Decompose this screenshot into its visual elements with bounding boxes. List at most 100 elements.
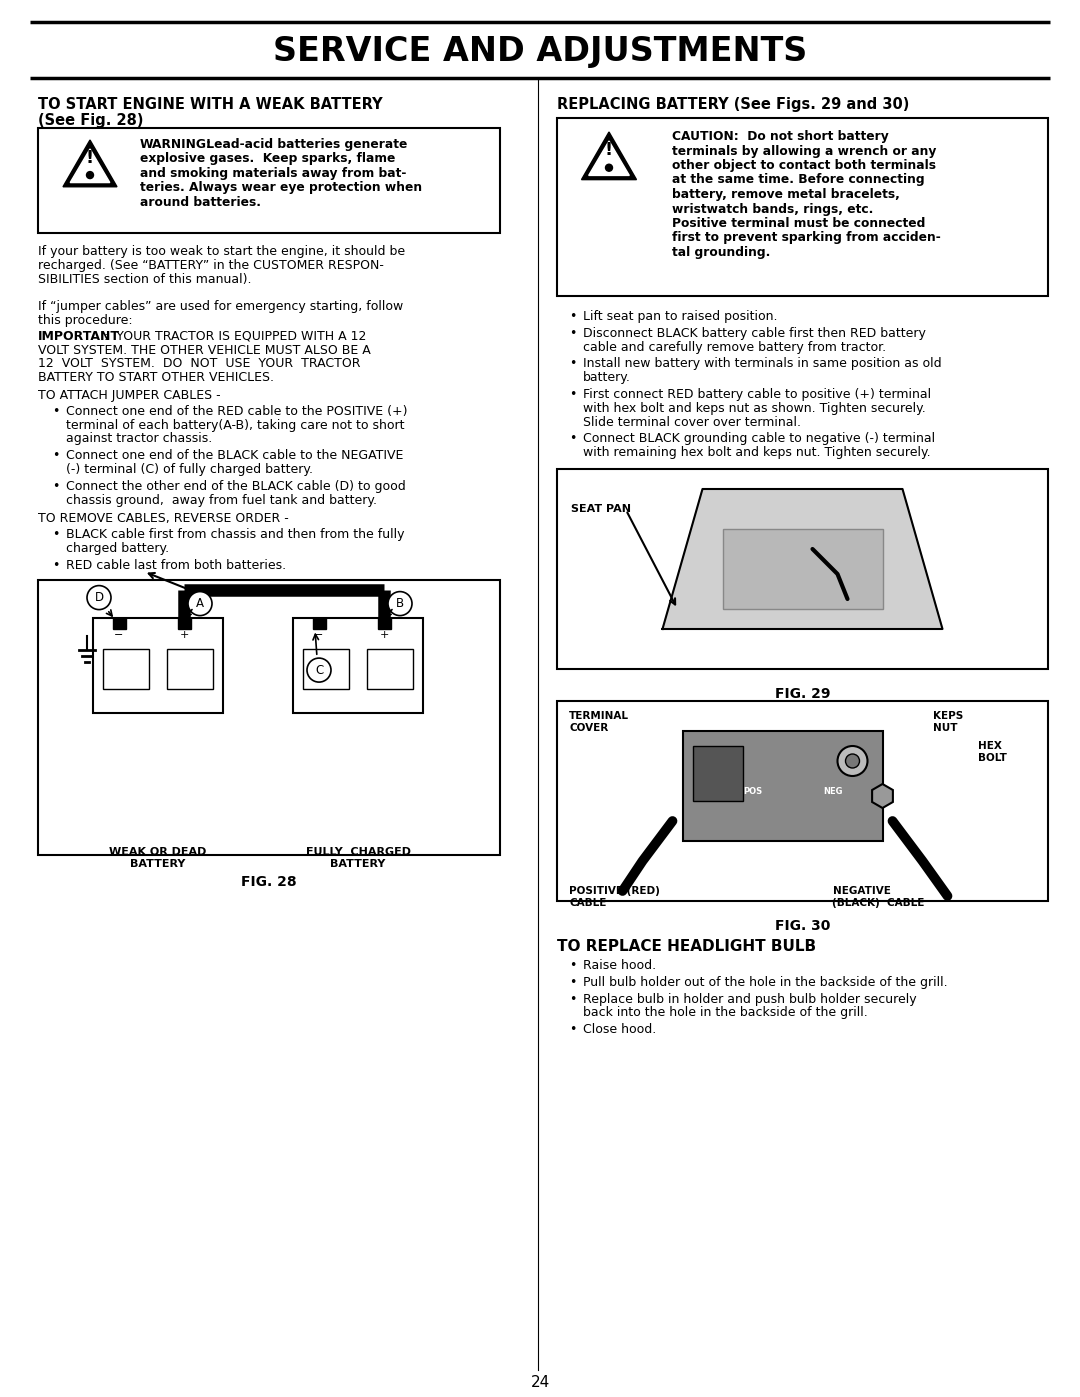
Circle shape xyxy=(188,591,212,616)
Text: Connect one end of the RED cable to the POSITIVE (+): Connect one end of the RED cable to the … xyxy=(66,405,407,418)
Text: •: • xyxy=(569,358,577,370)
Text: Lift seat pan to raised position.: Lift seat pan to raised position. xyxy=(583,310,778,323)
Text: (See Fig. 28): (See Fig. 28) xyxy=(38,113,144,129)
Text: with hex bolt and keps nut as shown. Tighten securely.: with hex bolt and keps nut as shown. Tig… xyxy=(583,402,926,415)
Polygon shape xyxy=(662,489,943,629)
Text: :  YOUR TRACTOR IS EQUIPPED WITH A 12: : YOUR TRACTOR IS EQUIPPED WITH A 12 xyxy=(104,330,366,342)
Bar xyxy=(557,469,1048,669)
Text: Lead-acid batteries generate: Lead-acid batteries generate xyxy=(202,138,407,151)
Bar xyxy=(104,650,149,689)
Text: D: D xyxy=(94,591,104,604)
Text: battery, remove metal bracelets,: battery, remove metal bracelets, xyxy=(672,189,900,201)
Text: •: • xyxy=(52,559,59,571)
Text: Pull bulb holder out of the hole in the backside of the grill.: Pull bulb holder out of the hole in the … xyxy=(583,975,947,989)
Text: RED cable last from both batteries.: RED cable last from both batteries. xyxy=(66,559,286,571)
Circle shape xyxy=(846,754,860,768)
Bar xyxy=(692,746,743,800)
Text: first to prevent sparking from acciden-: first to prevent sparking from acciden- xyxy=(672,232,941,244)
Text: Connect one end of the BLACK cable to the NEGATIVE: Connect one end of the BLACK cable to th… xyxy=(66,450,403,462)
Text: chassis ground,  away from fuel tank and battery.: chassis ground, away from fuel tank and … xyxy=(66,493,377,507)
Bar xyxy=(112,617,125,629)
Bar xyxy=(683,731,882,841)
Text: C: C xyxy=(315,664,323,676)
Text: CAUTION:  Do not short battery: CAUTION: Do not short battery xyxy=(672,130,889,142)
Text: terminals by allowing a wrench or any: terminals by allowing a wrench or any xyxy=(672,144,936,158)
Bar xyxy=(557,701,1048,901)
Polygon shape xyxy=(70,149,110,183)
Text: at the same time. Before connecting: at the same time. Before connecting xyxy=(672,173,924,187)
Text: First connect RED battery cable to positive (+) terminal: First connect RED battery cable to posit… xyxy=(583,388,931,401)
Text: Slide terminal cover over terminal.: Slide terminal cover over terminal. xyxy=(583,415,801,429)
Bar xyxy=(723,529,882,609)
Text: KEPS
NUT: KEPS NUT xyxy=(933,711,963,733)
Text: NEG: NEG xyxy=(823,787,842,795)
Text: •: • xyxy=(569,993,577,1006)
Text: •: • xyxy=(569,310,577,323)
Text: FULLY  CHARGED
BATTERY: FULLY CHARGED BATTERY xyxy=(306,847,410,869)
Text: TO START ENGINE WITH A WEAK BATTERY: TO START ENGINE WITH A WEAK BATTERY xyxy=(38,96,382,112)
Text: •: • xyxy=(569,327,577,339)
Text: back into the hole in the backside of the grill.: back into the hole in the backside of th… xyxy=(583,1006,867,1020)
Text: TO REMOVE CABLES, REVERSE ORDER -: TO REMOVE CABLES, REVERSE ORDER - xyxy=(38,513,288,525)
Text: against tractor chassis.: against tractor chassis. xyxy=(66,433,213,446)
Text: VOLT SYSTEM. THE OTHER VEHICLE MUST ALSO BE A: VOLT SYSTEM. THE OTHER VEHICLE MUST ALSO… xyxy=(38,344,370,356)
Text: +: + xyxy=(179,630,189,640)
Polygon shape xyxy=(63,140,117,187)
Text: TERMINAL
COVER: TERMINAL COVER xyxy=(569,711,629,733)
Text: battery.: battery. xyxy=(583,372,631,384)
Text: WEAK OR DEAD
BATTERY: WEAK OR DEAD BATTERY xyxy=(109,847,206,869)
Text: and smoking materials away from bat-: and smoking materials away from bat- xyxy=(140,166,406,179)
Text: HEX
BOLT: HEX BOLT xyxy=(978,740,1007,763)
Text: other object to contact both terminals: other object to contact both terminals xyxy=(672,159,936,172)
Text: FIG. 28: FIG. 28 xyxy=(241,875,297,888)
Text: recharged. (See “BATTERY” in the CUSTOMER RESPON-: recharged. (See “BATTERY” in the CUSTOME… xyxy=(38,258,383,272)
Bar xyxy=(93,617,222,712)
Text: •: • xyxy=(569,1023,577,1037)
Polygon shape xyxy=(581,131,636,180)
Bar xyxy=(38,580,500,855)
Circle shape xyxy=(606,165,612,172)
Text: TO REPLACE HEADLIGHT BULB: TO REPLACE HEADLIGHT BULB xyxy=(557,939,816,954)
Text: cable and carefully remove battery from tractor.: cable and carefully remove battery from … xyxy=(583,341,886,353)
Text: Disconnect BLACK battery cable first then RED battery: Disconnect BLACK battery cable first the… xyxy=(583,327,926,339)
Text: Raise hood.: Raise hood. xyxy=(583,958,657,972)
Text: •: • xyxy=(52,479,59,493)
Text: WARNING:: WARNING: xyxy=(140,138,212,151)
Text: with remaining hex bolt and keps nut. Tighten securely.: with remaining hex bolt and keps nut. Ti… xyxy=(583,446,931,460)
Text: Close hood.: Close hood. xyxy=(583,1023,657,1037)
Text: A: A xyxy=(195,597,204,610)
Bar xyxy=(312,617,325,629)
Text: !: ! xyxy=(86,148,94,166)
Text: tal grounding.: tal grounding. xyxy=(672,246,770,258)
Bar xyxy=(38,129,500,233)
Text: this procedure:: this procedure: xyxy=(38,314,133,327)
Bar xyxy=(303,650,349,689)
Text: SEAT PAN: SEAT PAN xyxy=(571,504,631,514)
Text: •: • xyxy=(569,975,577,989)
Text: Positive terminal must be connected: Positive terminal must be connected xyxy=(672,217,926,231)
Text: SERVICE AND ADJUSTMENTS: SERVICE AND ADJUSTMENTS xyxy=(273,35,807,68)
Text: TO ATTACH JUMPER CABLES -: TO ATTACH JUMPER CABLES - xyxy=(38,388,220,402)
Circle shape xyxy=(86,172,94,179)
Polygon shape xyxy=(589,141,630,176)
Text: 24: 24 xyxy=(530,1375,550,1390)
Text: FIG. 30: FIG. 30 xyxy=(774,919,831,933)
Text: Replace bulb in holder and push bulb holder securely: Replace bulb in holder and push bulb hol… xyxy=(583,993,917,1006)
Text: −: − xyxy=(314,630,324,640)
Bar xyxy=(367,650,413,689)
Text: −: − xyxy=(114,630,124,640)
Text: If “jumper cables” are used for emergency starting, follow: If “jumper cables” are used for emergenc… xyxy=(38,300,403,313)
Text: •: • xyxy=(52,450,59,462)
Text: 12  VOLT  SYSTEM.  DO  NOT  USE  YOUR  TRACTOR: 12 VOLT SYSTEM. DO NOT USE YOUR TRACTOR xyxy=(38,358,361,370)
Text: POS: POS xyxy=(743,787,762,795)
Text: terminal of each battery(A-B), taking care not to short: terminal of each battery(A-B), taking ca… xyxy=(66,419,405,432)
Text: POSITIVE (RED)
CABLE: POSITIVE (RED) CABLE xyxy=(569,886,660,908)
Text: •: • xyxy=(52,405,59,418)
Text: If your battery is too weak to start the engine, it should be: If your battery is too weak to start the… xyxy=(38,244,405,258)
Text: REPLACING BATTERY (See Figs. 29 and 30): REPLACING BATTERY (See Figs. 29 and 30) xyxy=(557,96,909,112)
Text: +: + xyxy=(379,630,389,640)
Bar xyxy=(293,617,423,712)
Text: Connect BLACK grounding cable to negative (-) terminal: Connect BLACK grounding cable to negativ… xyxy=(583,433,935,446)
Circle shape xyxy=(388,591,411,616)
Text: •: • xyxy=(569,958,577,972)
